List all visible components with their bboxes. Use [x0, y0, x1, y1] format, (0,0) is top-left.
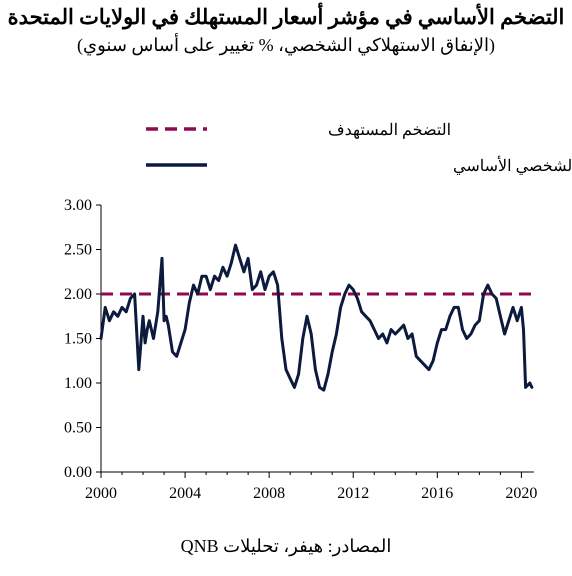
core-pce-line [99, 243, 534, 392]
y-tick-label: 2.00 [64, 286, 92, 303]
source-note: المصادر: هيفر، تحليلات QNB [180, 536, 392, 556]
axes: 0.00 0.50 1.00 1.50 2.00 2.50 3.00 2000 2004 2008… [64, 197, 537, 502]
x-tick-label: 2012 [337, 485, 369, 502]
chart-title: التضخم الأساسي في مؤشر أسعار المستهلك في… [7, 5, 565, 29]
series-group [99, 243, 534, 392]
y-tick-label: 3.00 [64, 197, 92, 214]
x-tick-label: 2008 [253, 485, 285, 502]
x-tick-label: 2020 [505, 485, 537, 502]
y-tick-label: 2.50 [64, 242, 92, 259]
chart-subtitle: (الإنفاق الاستهلاكي الشخصي، % تغيير على … [77, 35, 495, 55]
legend-label-core: الإنفاق الاستهلاكي الشخصي الأساسي [453, 156, 572, 175]
y-tick-label: 1.50 [64, 331, 92, 348]
legend-label-target: التضخم المستهدف [328, 122, 451, 139]
x-tick-label: 2000 [85, 485, 117, 502]
y-tick-label: 0.00 [64, 464, 92, 481]
x-tick-label: 2004 [169, 485, 201, 502]
y-tick-label: 1.00 [64, 375, 92, 392]
y-tick-label: 0.50 [64, 420, 92, 437]
legend: التضخم المستهدف الإنفاق الاستهلاكي الشخص… [146, 122, 572, 175]
x-tick-label: 2016 [421, 485, 453, 502]
